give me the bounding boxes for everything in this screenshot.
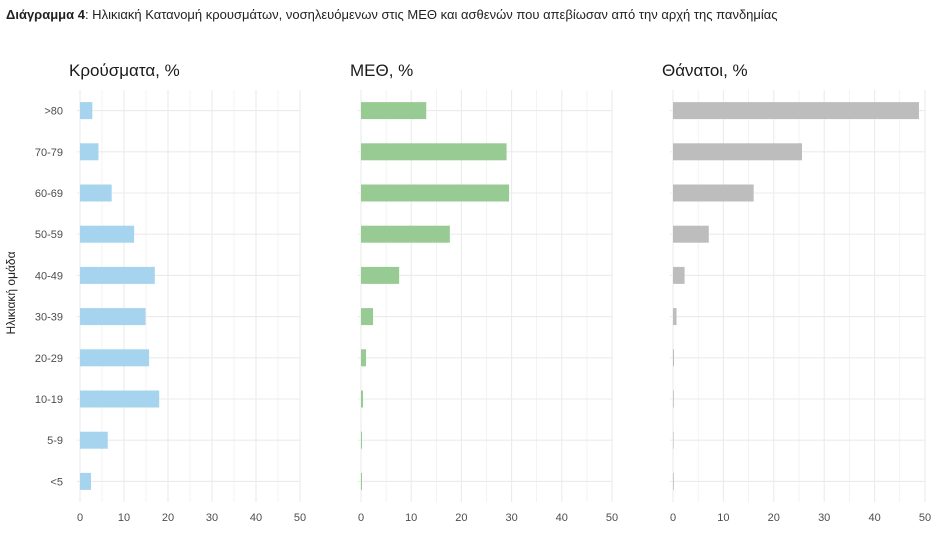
panel-title: Θάνατοι, % <box>662 61 748 80</box>
bar <box>673 102 919 120</box>
y-tick-label: 40-49 <box>35 270 63 282</box>
figure-caption: Διάγραμμα 4: Ηλικιακή Κατανομή κρουσμάτω… <box>6 7 778 22</box>
y-tick-label: 50-59 <box>35 229 63 241</box>
x-tick-label: 30 <box>818 512 830 524</box>
bar <box>673 349 675 367</box>
y-tick-label: >80 <box>44 106 63 118</box>
bar <box>361 143 507 161</box>
x-tick-label: 40 <box>250 512 262 524</box>
y-tick-label: <5 <box>50 476 63 488</box>
bar <box>80 225 135 243</box>
bar <box>361 102 427 120</box>
bar <box>80 266 155 284</box>
bar <box>673 225 709 243</box>
bar <box>361 308 374 326</box>
y-tick-label: 10-19 <box>35 394 63 406</box>
bar <box>673 472 674 490</box>
caption-text: : Ηλικιακή Κατανομή κρουσμάτων, νοσηλευό… <box>84 7 778 22</box>
y-tick-label: 70-79 <box>35 147 63 159</box>
bar <box>80 431 108 449</box>
bar <box>80 349 150 367</box>
x-tick-label: 0 <box>358 512 364 524</box>
bar <box>361 266 400 284</box>
x-tick-label: 20 <box>768 512 780 524</box>
y-tick-label: 30-39 <box>35 312 63 324</box>
x-tick-label: 40 <box>556 512 568 524</box>
bar <box>80 472 91 490</box>
bar <box>80 390 160 408</box>
x-tick-label: 40 <box>868 512 880 524</box>
x-tick-label: 50 <box>606 512 618 524</box>
bar <box>673 431 674 449</box>
bar <box>361 225 450 243</box>
bar <box>80 102 93 120</box>
bar <box>361 184 510 202</box>
bar <box>673 308 677 326</box>
x-tick-label: 10 <box>717 512 729 524</box>
x-tick-label: 50 <box>294 512 306 524</box>
x-tick-label: 10 <box>405 512 417 524</box>
bar <box>361 349 367 367</box>
bar <box>80 184 112 202</box>
x-tick-label: 0 <box>670 512 676 524</box>
x-tick-label: 50 <box>919 512 931 524</box>
panel-title: Κρούσματα, % <box>69 61 180 80</box>
bar <box>361 472 363 490</box>
x-tick-label: 0 <box>77 512 83 524</box>
caption-label: Διάγραμμα 4 <box>6 7 85 22</box>
y-tick-label: 20-29 <box>35 353 63 365</box>
y-tick-label: 60-69 <box>35 188 63 200</box>
bar <box>80 143 99 161</box>
x-tick-label: 30 <box>206 512 218 524</box>
bar <box>673 390 674 408</box>
bar <box>673 184 754 202</box>
bar <box>361 431 363 449</box>
panel-title: ΜΕΘ, % <box>350 61 413 80</box>
bar <box>80 308 146 326</box>
y-tick-label: 5-9 <box>47 435 63 447</box>
x-tick-label: 10 <box>118 512 130 524</box>
x-tick-label: 20 <box>455 512 467 524</box>
x-tick-label: 20 <box>162 512 174 524</box>
x-tick-label: 30 <box>505 512 517 524</box>
bar <box>361 390 364 408</box>
bar <box>673 266 685 284</box>
bar <box>673 143 803 161</box>
